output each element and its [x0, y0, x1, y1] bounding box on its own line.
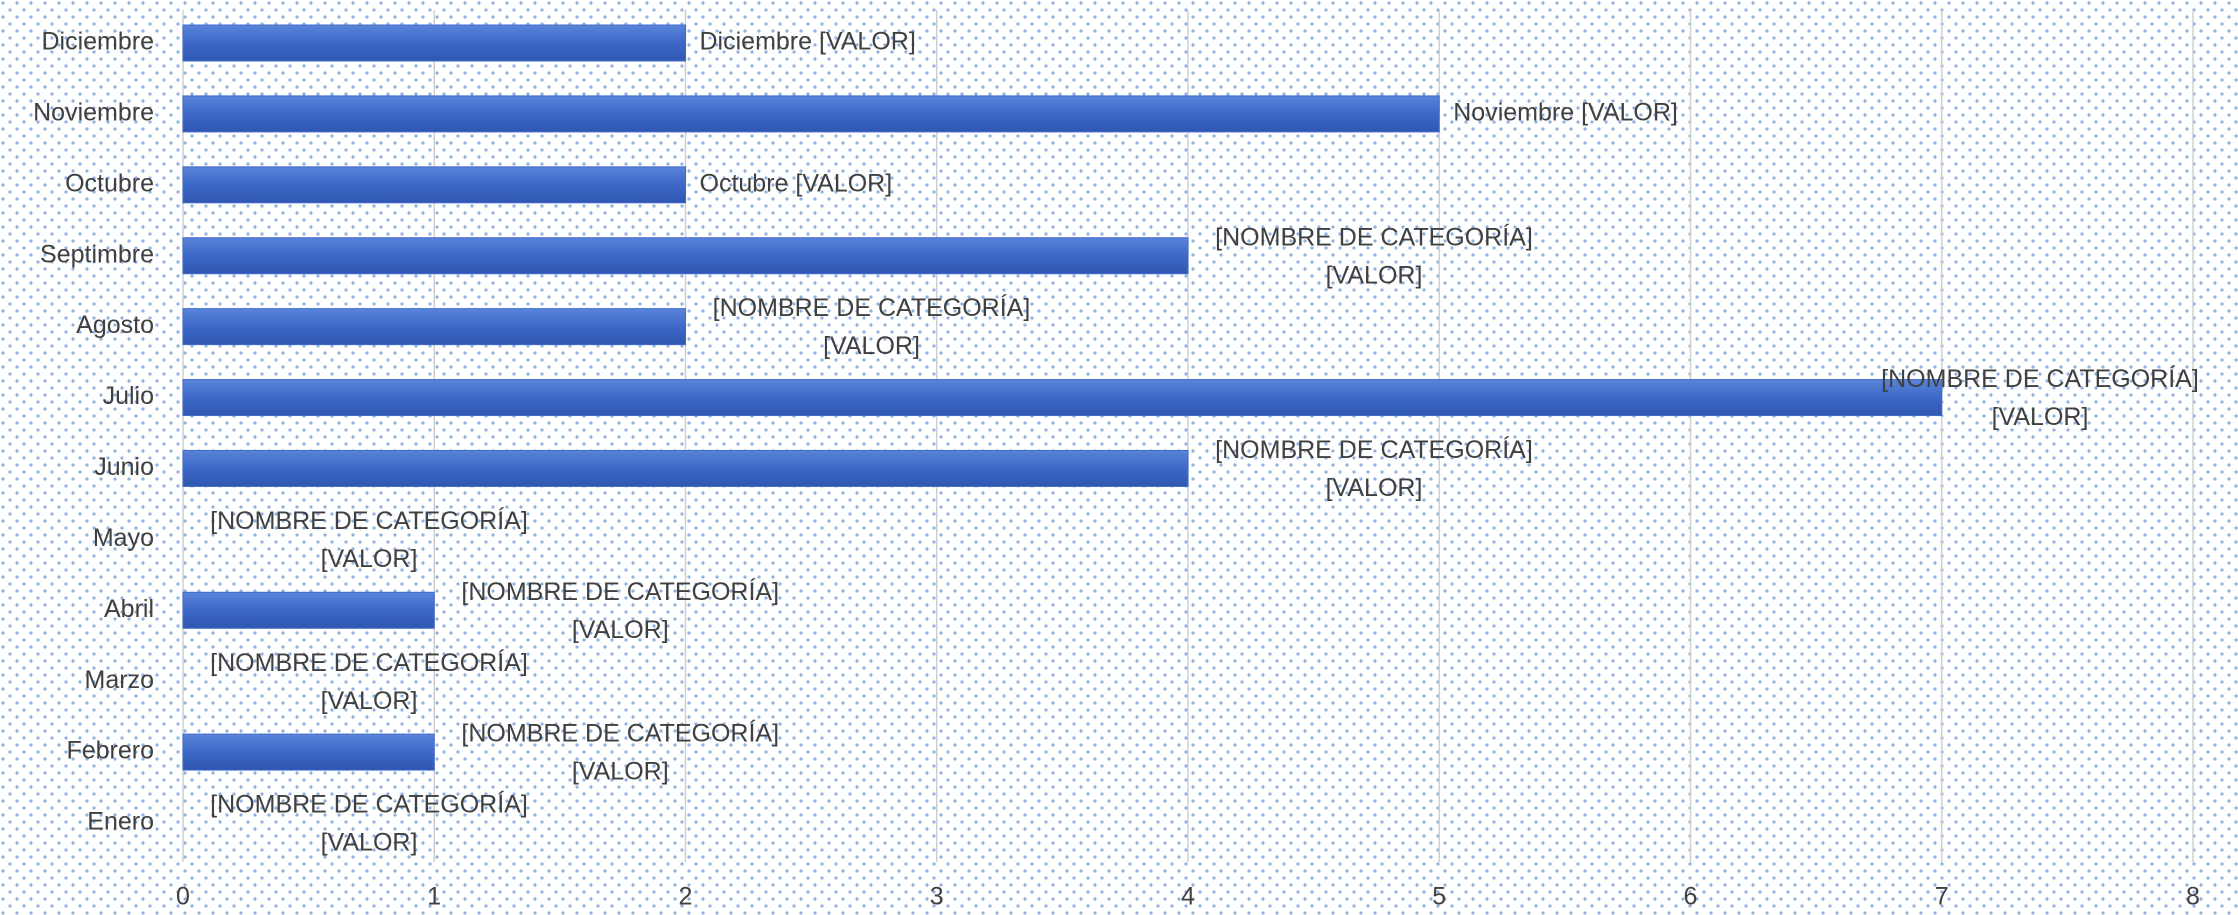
data-label: [VALOR]	[572, 616, 669, 644]
data-label: Diciembre [VALOR]	[700, 28, 916, 56]
y-tick-label: Mayo	[93, 524, 154, 552]
x-tick-label: 3	[930, 883, 944, 911]
y-tick-label: Abril	[104, 595, 154, 623]
data-label: [NOMBRE DE CATEGORÍA]	[1215, 222, 1533, 251]
x-tick-label: 2	[679, 883, 693, 911]
data-label: [NOMBRE DE CATEGORÍA]	[210, 790, 528, 819]
x-tick-label: 5	[1432, 883, 1446, 911]
data-label: [VALOR]	[321, 545, 418, 573]
data-label: [NOMBRE DE CATEGORÍA]	[210, 506, 528, 535]
y-tick-label: Agosto	[76, 311, 154, 339]
data-label: [VALOR]	[1326, 474, 1423, 502]
bar	[182, 237, 1189, 275]
bar	[182, 24, 686, 62]
data-label: [NOMBRE DE CATEGORÍA]	[461, 719, 779, 748]
x-tick-label: 8	[2186, 883, 2200, 911]
data-label: [VALOR]	[1326, 261, 1423, 289]
data-label: [VALOR]	[823, 332, 920, 360]
y-tick-label: Septimbre	[40, 240, 154, 268]
bar	[182, 733, 435, 771]
data-label: Octubre [VALOR]	[700, 169, 893, 197]
x-tick-label: 1	[427, 883, 441, 911]
y-tick-label: Junio	[94, 453, 154, 481]
data-label: [VALOR]	[572, 758, 669, 786]
data-label: [VALOR]	[321, 829, 418, 857]
data-label: [NOMBRE DE CATEGORÍA]	[210, 648, 528, 677]
y-tick-label: Julio	[103, 382, 154, 410]
bar	[182, 591, 435, 629]
y-tick-label: Octubre	[65, 169, 154, 197]
data-label: [NOMBRE DE CATEGORÍA]	[1881, 364, 2199, 393]
x-tick-label: 7	[1935, 883, 1949, 911]
bar	[182, 308, 686, 346]
data-label: [VALOR]	[321, 687, 418, 715]
y-tick-label: Diciembre	[41, 28, 154, 56]
data-label: [NOMBRE DE CATEGORÍA]	[1215, 435, 1533, 464]
x-tick-label: 6	[1684, 883, 1698, 911]
bar	[182, 379, 1943, 417]
x-tick-label: 4	[1181, 883, 1195, 911]
data-label: [NOMBRE DE CATEGORÍA]	[713, 293, 1031, 322]
data-label: [VALOR]	[1992, 403, 2089, 431]
y-tick-label: Enero	[87, 808, 154, 836]
y-tick-label: Marzo	[85, 666, 154, 694]
data-label: Noviembre [VALOR]	[1453, 99, 1678, 127]
bar	[182, 449, 1189, 487]
x-tick-label: 0	[176, 883, 190, 911]
bar	[182, 95, 1440, 133]
y-tick-label: Noviembre	[33, 99, 154, 127]
bar	[182, 166, 686, 204]
y-tick-label: Febrero	[66, 737, 154, 765]
data-label: [NOMBRE DE CATEGORÍA]	[461, 577, 779, 606]
